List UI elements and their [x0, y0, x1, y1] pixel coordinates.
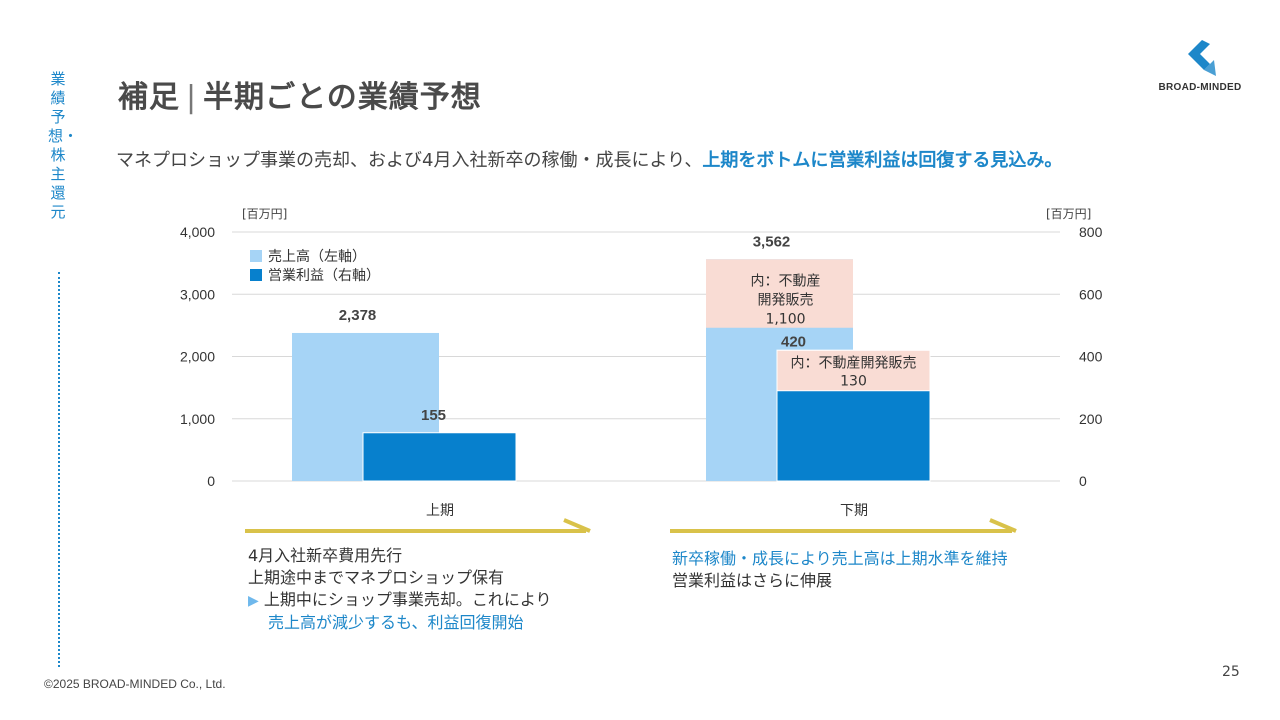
legend-swatch-op-profit — [250, 269, 262, 281]
page-number: 25 — [1222, 664, 1240, 680]
note-line-highlight: 売上高が減少するも、利益回復開始 — [268, 613, 524, 632]
right-axis-tick-label: 400 — [1079, 349, 1103, 365]
sales-value-label: 3,562 — [753, 233, 791, 250]
note-line: ▶ 上期中にショップ事業売却。これにより — [248, 589, 552, 612]
note-line: 営業利益はさらに伸展 — [672, 571, 833, 590]
note-line: 4月入社新卒費用先行 — [248, 546, 403, 565]
broad-minded-logo-icon — [1188, 40, 1216, 76]
left-axis-tick-label: 4,000 — [180, 224, 215, 240]
right-axis-tick-label: 200 — [1079, 411, 1103, 427]
second-half-notes: 新卒稼働・成長により売上高は上期水準を維持 営業利益はさらに伸展 — [672, 548, 1008, 592]
legend-label-op-profit: 営業利益（右軸） — [268, 268, 380, 284]
legend-label-sales: 売上高（左軸） — [268, 248, 366, 265]
triangle-bullet-icon: ▶ — [248, 593, 259, 609]
op-profit-value-label: 155 — [421, 407, 446, 424]
breakdown-label: 内：不動産 — [751, 273, 821, 289]
subtitle-highlight: 上期をボトムに営業利益は回復する見込み。 — [702, 150, 1063, 171]
breakdown-label: 130 — [840, 373, 867, 389]
note-text: 上期中にショップ事業売却。これにより — [263, 590, 552, 609]
title-main: 補足 — [118, 80, 180, 115]
arrow-head-icon — [563, 518, 591, 533]
op-profit-breakdown-segment — [776, 349, 931, 392]
title-separator: | — [186, 80, 198, 115]
sales-value-label: 2,378 — [339, 307, 377, 324]
left-axis-unit: [百万円] — [242, 207, 287, 221]
note-line: 上期途中までマネプロショップ保有 — [248, 568, 505, 587]
left-axis-tick-label: 0 — [207, 473, 215, 489]
right-axis-tick-label: 600 — [1079, 286, 1103, 302]
copyright: ©2025 BROAD-MINDED Co., Ltd. — [44, 677, 226, 691]
subtitle: マネプロショップ事業の売却、および4月入社新卒の稼働・成長により、上期をボトムに… — [116, 146, 1062, 172]
section-side-label: 業績予想・株主還元 — [48, 70, 79, 221]
section-dotted-line — [58, 272, 60, 667]
title-sub: 半期ごとの業績予想 — [203, 80, 482, 115]
right-axis-tick-label: 0 — [1079, 473, 1087, 489]
legend-swatch-sales — [250, 250, 262, 262]
breakdown-label: 1,100 — [765, 311, 805, 327]
right-axis-unit: [百万円] — [1046, 207, 1091, 221]
first-half-notes: 4月入社新卒費用先行 上期途中までマネプロショップ保有 ▶ 上期中にショップ事業… — [248, 545, 552, 634]
note-line-highlight: 新卒稼働・成長により売上高は上期水準を維持 — [672, 549, 1008, 568]
subtitle-plain: マネプロショップ事業の売却、および4月入社新卒の稼働・成長により、 — [116, 150, 703, 171]
breakdown-label: 開発販売 — [758, 292, 814, 308]
breakdown-label: 内：不動産開発販売 — [791, 355, 917, 371]
op-profit-bar — [362, 432, 517, 482]
page-title: 補足 | 半期ごとの業績予想 — [118, 72, 482, 116]
logo-text: BROAD-MINDED — [1158, 82, 1242, 93]
category-label: 上期 — [426, 503, 454, 519]
right-axis-tick-label: 800 — [1079, 224, 1103, 240]
left-axis-tick-label: 1,000 — [180, 411, 215, 427]
op-profit-value-label: 420 — [781, 333, 806, 350]
left-axis-tick-label: 2,000 — [180, 349, 215, 365]
category-label: 下期 — [840, 503, 868, 519]
arrow-head-icon — [989, 518, 1017, 533]
sales-breakdown-segment — [706, 259, 853, 328]
left-axis-tick-label: 3,000 — [180, 286, 215, 302]
